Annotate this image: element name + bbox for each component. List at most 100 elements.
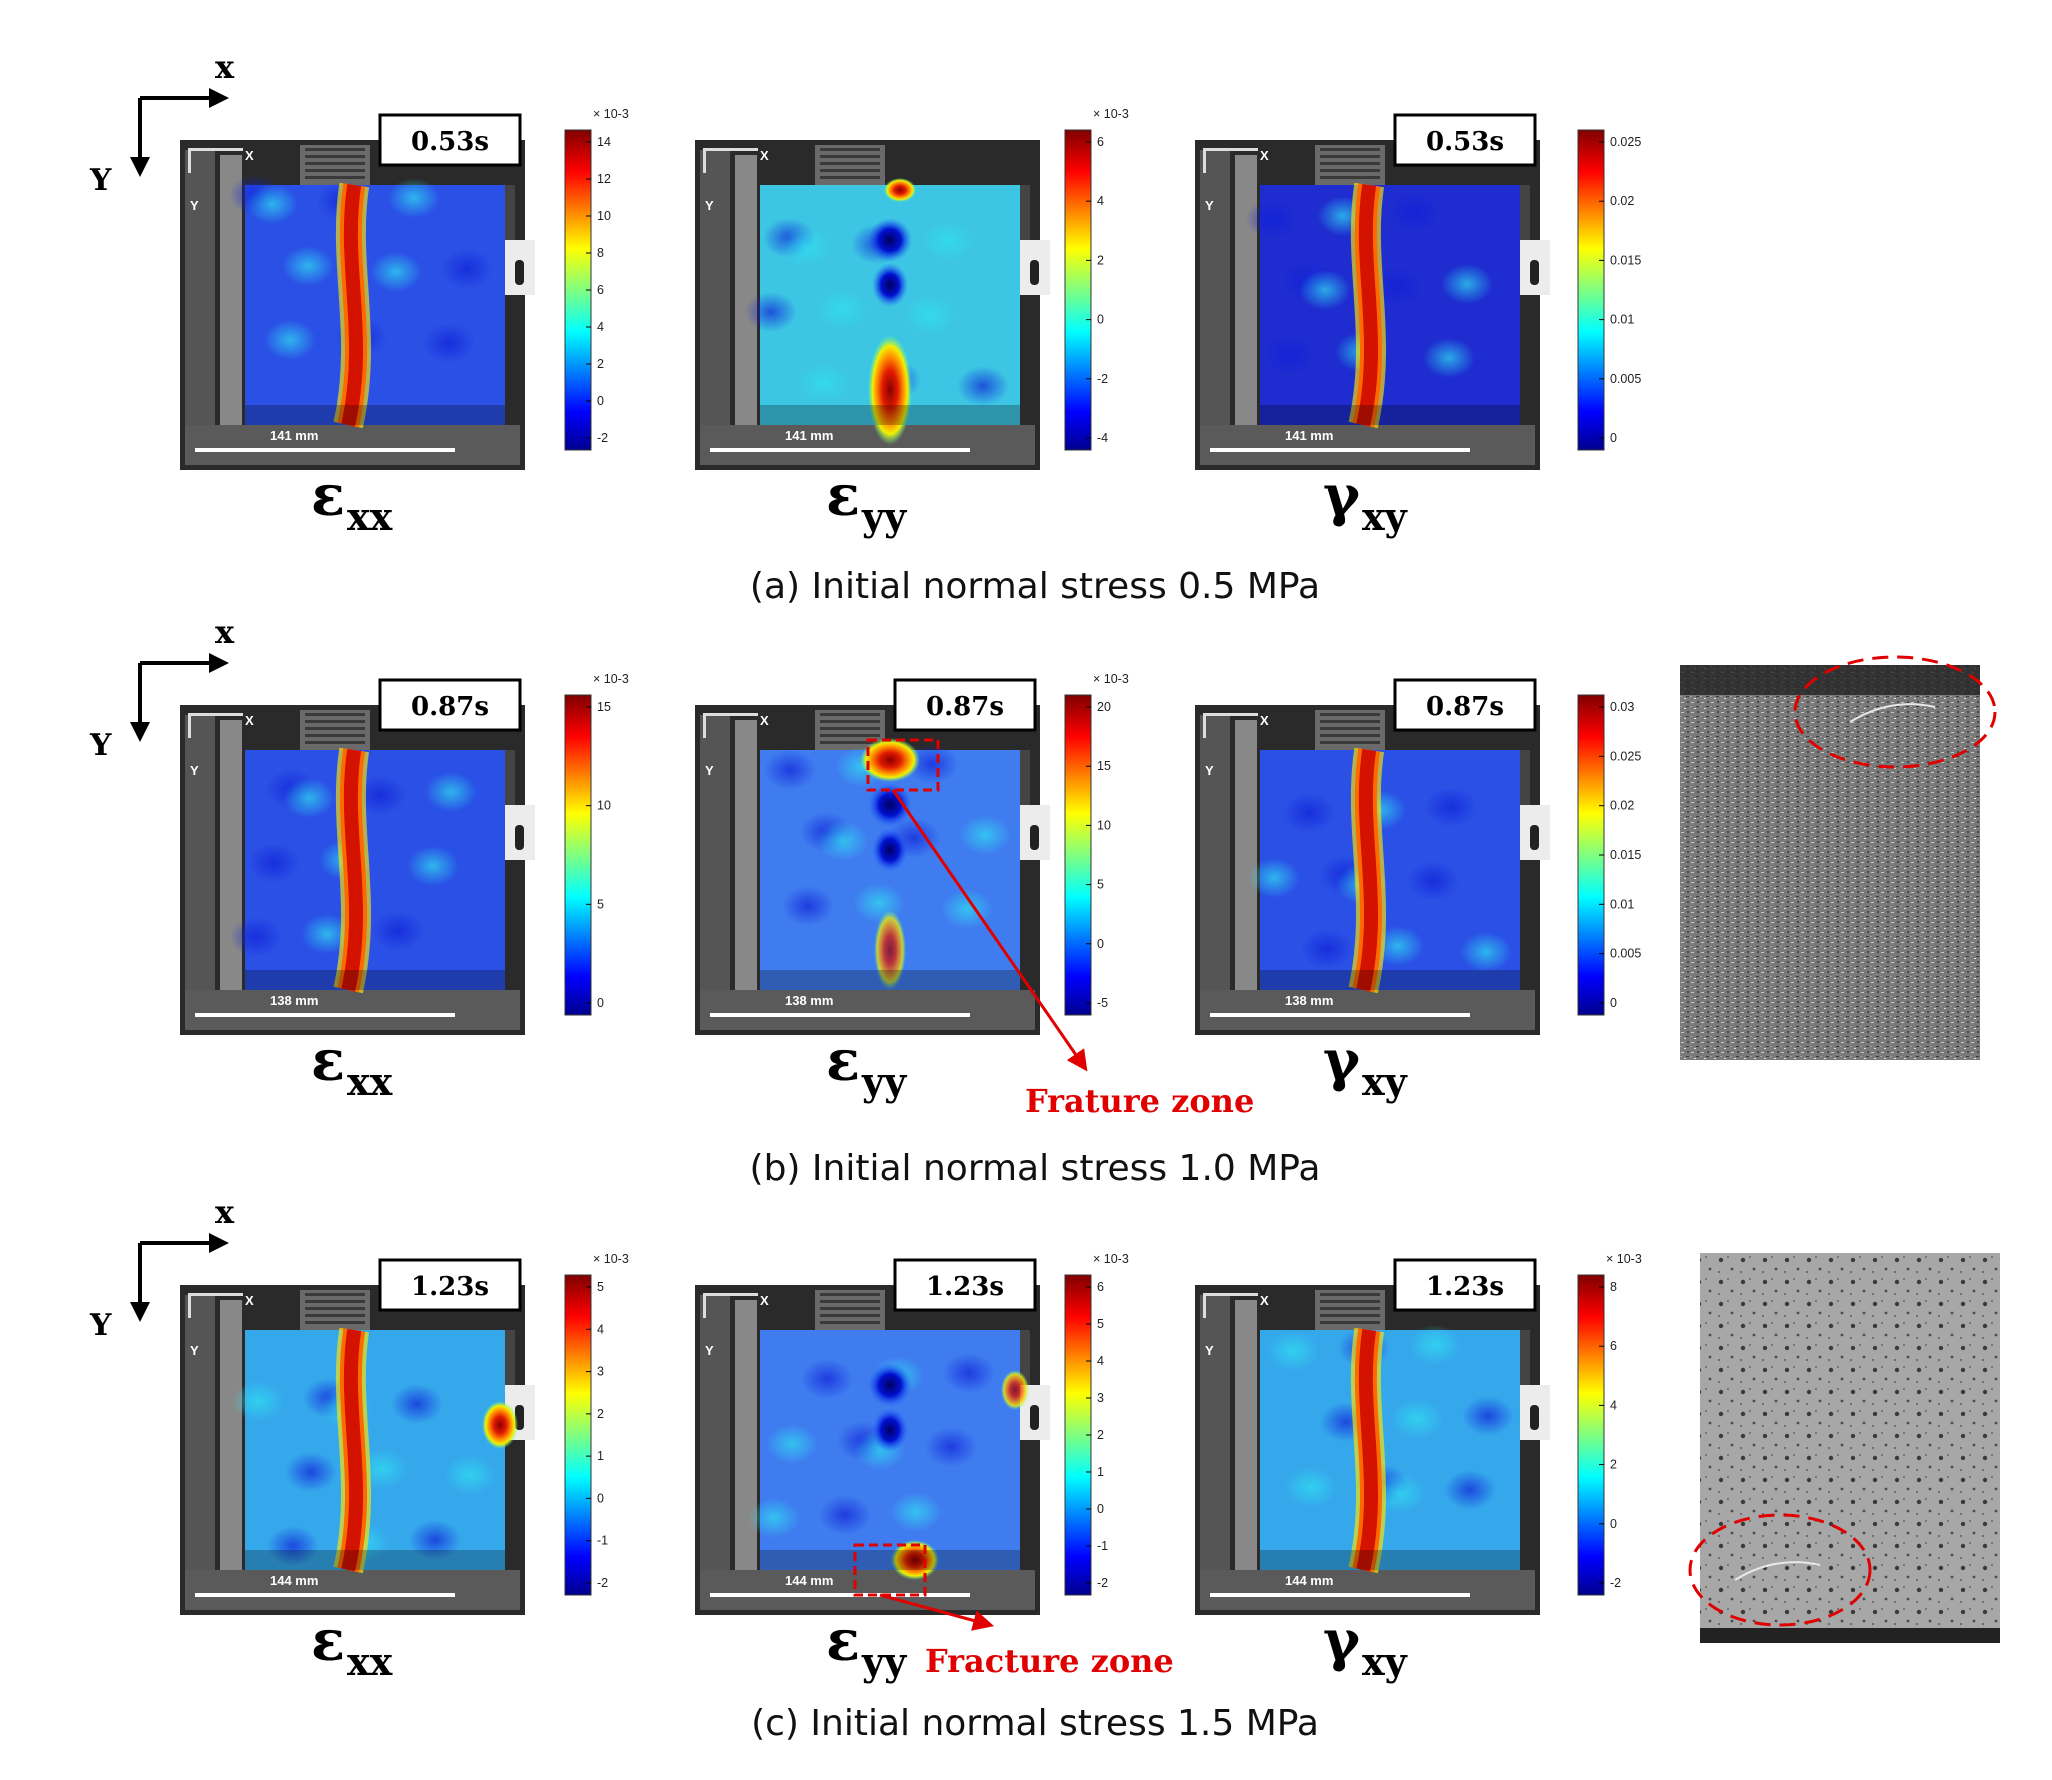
colorbar-tick-label: -2 — [1097, 372, 1108, 386]
time-stamp-box: 1.23s — [1393, 1258, 1537, 1312]
time-stamp: 1.23s — [926, 1272, 1004, 1302]
fracture-zone-label: Fracture zone — [925, 1642, 1174, 1680]
colorbar-tick-label: -2 — [1097, 1576, 1108, 1590]
axis-y-label: Y — [89, 163, 112, 198]
time-stamp-box: 0.87s — [1393, 678, 1537, 732]
colorbar-tick-label: 4 — [1097, 194, 1104, 208]
strain-panel-eyy: X Y 138 mm 0.87s Frature zone × 10-3 20 15 10 5 0 -… — [695, 672, 1254, 1120]
colorbar-tick-label: 5 — [1097, 1317, 1104, 1331]
time-stamp: 1.23s — [1426, 1272, 1504, 1302]
colorbar-tick-label: 10 — [1097, 818, 1111, 832]
corner-x-marker: X — [245, 1293, 254, 1308]
fracture-zone-label: Frature zone — [1025, 1082, 1254, 1120]
colorbar-tick-label: 15 — [1097, 759, 1111, 773]
colorbar-tick-label: 0.03 — [1610, 700, 1634, 714]
scale-bar-label: 144 mm — [270, 1573, 318, 1588]
strain-field-gxy — [1260, 1325, 1520, 1574]
time-stamp-box: 0.53s — [1393, 113, 1537, 167]
colorbar-tick-label: 8 — [1610, 1280, 1617, 1294]
colorbar-tick-label: 0.01 — [1610, 897, 1634, 911]
time-stamp: 0.53s — [1426, 127, 1504, 157]
colorbar-tick-label: 0.025 — [1610, 135, 1641, 149]
panel-label-eyy: ε yy — [826, 463, 907, 539]
fracture-annotation: Fracture zone — [853, 1543, 1174, 1680]
colorbar-tick-label: 5 — [597, 1280, 604, 1294]
colorbar-tick-label: -2 — [597, 431, 608, 445]
corner-y-marker: Y — [1205, 198, 1214, 213]
panel-label-gxy: γ xy — [1323, 1028, 1408, 1104]
fracture-annotation: Frature zone — [866, 738, 1254, 1120]
panel-label-gxy: γ xy — [1323, 463, 1408, 539]
fracture-box — [853, 1543, 927, 1597]
scale-bar-label: 141 mm — [1285, 428, 1333, 443]
colorbar-tick-label: -2 — [597, 1576, 608, 1590]
colorbar-tick-label: 0 — [597, 394, 604, 408]
strain-subscript: xy — [1362, 1639, 1408, 1684]
colorbar-tick-label: 0 — [1097, 313, 1104, 327]
colorbar-tick-label: 3 — [1097, 1391, 1104, 1405]
scale-bar — [710, 1013, 970, 1017]
colorbar-tick-label: 3 — [597, 1365, 604, 1379]
strain-panel-gxy: X Y 141 mm 0.53s 0.025 0.02 0.015 0.01 0.005 0 γ xy — [1195, 113, 1641, 539]
colorbar-exponent: × 10-3 — [1093, 107, 1129, 121]
axis-x-label: x — [215, 1193, 235, 1231]
scale-bar — [1210, 1593, 1470, 1597]
fracture-arrow — [891, 789, 1088, 1072]
colorbar-exponent: × 10-3 — [1606, 1252, 1642, 1266]
row-caption: (c) Initial normal stress 1.5 MPa — [751, 1703, 1319, 1744]
colorbar-tick-label: 0.025 — [1610, 749, 1641, 763]
scale-bar-label: 138 mm — [270, 993, 318, 1008]
colorbar-tick-label: -2 — [1610, 1576, 1621, 1590]
colorbar-tick-label: 4 — [1610, 1398, 1617, 1412]
colorbar-exx: × 10-3 15 10 5 0 — [564, 672, 629, 1016]
corner-x-marker: X — [1260, 148, 1269, 163]
colorbar-tick-label: 0.02 — [1610, 799, 1634, 813]
corner-y-marker: Y — [190, 763, 199, 778]
corner-y-marker: Y — [705, 198, 714, 213]
corner-y-marker: Y — [1205, 763, 1214, 778]
specimen-photo — [1680, 655, 1997, 1060]
colorbar-exponent: × 10-3 — [1093, 672, 1129, 686]
colorbar-tick-label: 1 — [597, 1449, 604, 1463]
strain-subscript: yy — [861, 494, 907, 539]
crack-highlight-ellipse — [1688, 1513, 1872, 1627]
strain-panel-eyy: X Y 144 mm 1.23s Fracture zone × 10-3 6 5 4 3 2 1 0 -… — [695, 1252, 1174, 1684]
colorbar-tick-label: 2 — [1097, 1428, 1104, 1442]
strain-subscript: yy — [861, 1639, 907, 1684]
scale-bar — [710, 1593, 970, 1597]
corner-x-marker: X — [760, 148, 769, 163]
scale-bar-label: 141 mm — [785, 428, 833, 443]
colorbar-tick-label: 0.02 — [1610, 194, 1634, 208]
row-caption: (a) Initial normal stress 0.5 MPa — [750, 566, 1320, 607]
time-stamp-box: 0.87s — [378, 678, 522, 732]
strain-symbol: ε — [826, 463, 860, 529]
strain-panel-exx: X Y 141 mm 0.53s × 10-3 14 12 10 8 6 4 2 0 -2 ε xx — [180, 107, 629, 539]
colorbar-tick-label: 5 — [597, 897, 604, 911]
colorbar-tick-label: 0 — [597, 1491, 604, 1505]
colorbar-tick-label: 8 — [597, 246, 604, 260]
strain-subscript: xx — [347, 1639, 393, 1684]
scale-bar — [710, 448, 970, 452]
panel-label-eyy: ε yy — [826, 1608, 907, 1684]
strain-subscript: xx — [347, 1059, 393, 1104]
colorbar-tick-label: 4 — [597, 320, 604, 334]
colorbar-tick-label: 0 — [1610, 431, 1617, 445]
axis-x-label: x — [215, 48, 235, 86]
colorbar-exx: × 10-3 5 4 3 2 1 0 -1 -2 — [564, 1252, 629, 1596]
colorbar-tick-label: 0.015 — [1610, 253, 1641, 267]
colorbar-tick-label: 6 — [1097, 135, 1104, 149]
colorbar-tick-label: -5 — [1097, 996, 1108, 1010]
strain-panel-exx: X Y 138 mm 0.87s × 10-3 15 10 5 0 ε xx — [180, 672, 629, 1104]
scale-bar-label: 144 mm — [1285, 1573, 1333, 1588]
strain-symbol: γ — [1323, 463, 1361, 529]
specimen-photo — [1688, 1253, 2000, 1643]
colorbar-gxy: × 10-3 8 6 4 2 0 -2 — [1577, 1252, 1642, 1596]
scale-bar — [195, 1593, 455, 1597]
strain-field-gxy — [1248, 747, 1520, 994]
scale-bar — [195, 448, 455, 452]
colorbar-tick-label: 2 — [1097, 253, 1104, 267]
colorbar-tick-label: -1 — [597, 1534, 608, 1548]
crack-highlight-ellipse — [1793, 655, 1997, 769]
